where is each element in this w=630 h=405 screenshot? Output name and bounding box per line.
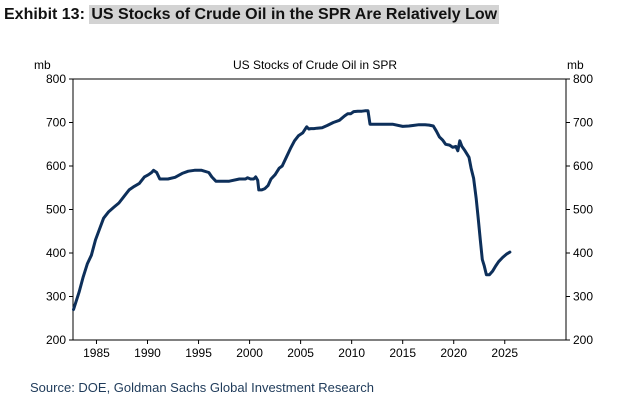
y-tick-label-right: 800	[573, 72, 593, 86]
exhibit-heading: Exhibit 13: US Stocks of Crude Oil in th…	[4, 3, 500, 27]
source-note: Source: DOE, Goldman Sachs Global Invest…	[30, 380, 374, 395]
series-line-spr-stocks	[72, 109, 512, 312]
x-tick-label: 1985	[83, 346, 110, 360]
x-tick-label: 2025	[491, 346, 518, 360]
y-tick-label-left: 400	[46, 246, 66, 260]
y-tick-label-left: 200	[46, 333, 66, 347]
x-tick-label: 1995	[185, 346, 212, 360]
y-tick-label-left: 300	[46, 290, 66, 304]
y-tick-label-right: 500	[573, 203, 593, 217]
y-tick-label-right: 200	[573, 333, 593, 347]
chart-title: US Stocks of Crude Oil in SPR	[233, 58, 397, 72]
exhibit-label: Exhibit 13:	[4, 6, 85, 23]
y-tick-label-right: 600	[573, 159, 593, 173]
y-axis-label-left: mb	[34, 58, 51, 72]
y-tick-label-left: 800	[46, 72, 66, 86]
x-tick-label: 2010	[338, 346, 365, 360]
plot-frame	[72, 78, 567, 341]
axes-group: 200 200 300 300 400 400 500 500 600 600 700 700 800 8…	[46, 72, 593, 360]
y-axis-label-right: mb	[567, 58, 584, 72]
y-tick-label-right: 300	[573, 290, 593, 304]
y-tick-label-left: 500	[46, 203, 66, 217]
y-tick-label-left: 600	[46, 159, 66, 173]
exhibit-title: US Stocks of Crude Oil in the SPR Are Re…	[89, 5, 500, 24]
x-tick-label: 2015	[389, 346, 416, 360]
x-tick-label: 2005	[287, 346, 314, 360]
y-tick-label-right: 700	[573, 116, 593, 130]
x-tick-label: 2000	[236, 346, 263, 360]
x-tick-label: 1990	[134, 346, 161, 360]
x-tick-label: 2020	[440, 346, 467, 360]
y-tick-label-left: 700	[46, 116, 66, 130]
y-tick-label-right: 400	[573, 246, 593, 260]
